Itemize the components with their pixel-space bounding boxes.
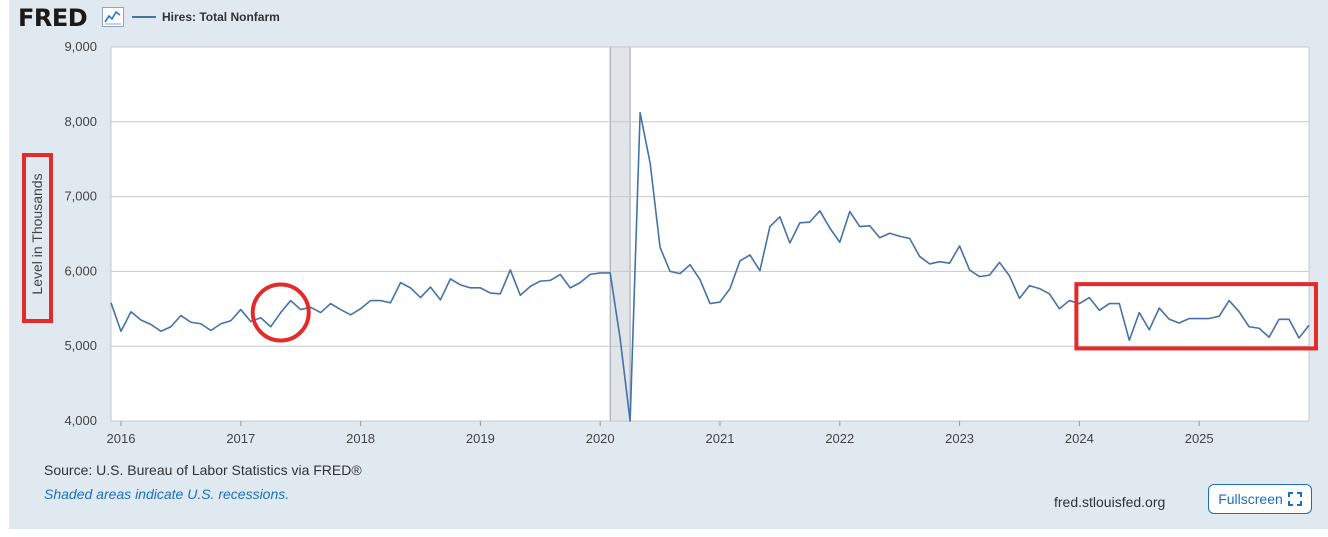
- legend-swatch: [132, 16, 156, 18]
- y-tick-label: 7,000: [64, 189, 97, 204]
- legend-series-label: Hires: Total Nonfarm: [162, 10, 280, 24]
- fred-logo[interactable]: FRED: [18, 4, 88, 32]
- annotation-box: [1074, 282, 1318, 351]
- fullscreen-label: Fullscreen: [1218, 491, 1283, 507]
- plot-area: [111, 47, 1309, 421]
- x-tick-label: 2016: [107, 431, 136, 446]
- x-tick-label: 2024: [1065, 431, 1094, 446]
- annotation-ylabel-box: [22, 153, 53, 323]
- y-tick-label: 8,000: [64, 114, 97, 129]
- x-tick-label: 2018: [346, 431, 375, 446]
- site-url[interactable]: fred.stlouisfed.org: [1054, 494, 1166, 510]
- x-tick-label: 2025: [1185, 431, 1214, 446]
- x-tick-label: 2023: [945, 431, 974, 446]
- x-tick-label: 2020: [586, 431, 615, 446]
- line-chart-icon: [102, 7, 124, 27]
- annotation-circle: [250, 282, 311, 343]
- source-text: Source: U.S. Bureau of Labor Statistics …: [44, 462, 362, 478]
- y-axis-label: Level in Thousands: [29, 173, 45, 294]
- x-tick-label: 2021: [706, 431, 735, 446]
- x-tick-label: 2022: [825, 431, 854, 446]
- line-chart: 4,000 5,000 6,000 7,000 8,000 9,000 2016 2017 2…: [22, 39, 1318, 446]
- recession-note: Shaded areas indicate U.S. recessions.: [44, 486, 290, 502]
- y-tick-label: 4,000: [64, 413, 97, 428]
- y-tick-label: 5,000: [64, 338, 97, 353]
- chart-legend: Hires: Total Nonfarm: [132, 10, 280, 24]
- x-tick-label: 2019: [466, 431, 495, 446]
- series-line-hires: [110, 112, 1310, 422]
- recession-shade: [609, 46, 631, 422]
- expand-icon: [1287, 492, 1302, 506]
- x-tick-label: 2017: [226, 431, 255, 446]
- y-tick-label: 6,000: [64, 263, 97, 278]
- fullscreen-button[interactable]: Fullscreen: [1208, 484, 1312, 514]
- y-tick-label: 9,000: [64, 39, 97, 54]
